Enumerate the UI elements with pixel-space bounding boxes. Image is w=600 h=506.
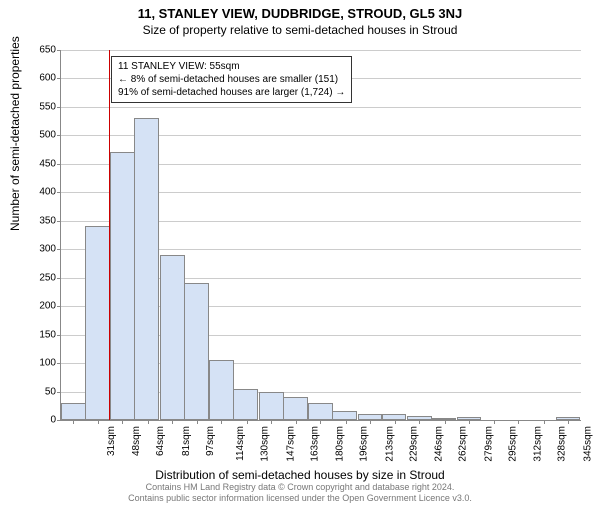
- y-tick-label: 550: [26, 101, 56, 112]
- x-tick-label: 229sqm: [408, 426, 419, 462]
- y-tick: [57, 135, 61, 136]
- y-tick: [57, 78, 61, 79]
- x-tick: [221, 420, 222, 424]
- y-tick-label: 100: [26, 358, 56, 369]
- info-line-2: ← 8% of semi-detached houses are smaller…: [118, 73, 345, 86]
- x-tick-label: 328sqm: [557, 426, 568, 462]
- y-tick: [57, 192, 61, 193]
- x-tick: [296, 420, 297, 424]
- histogram-bar: [209, 360, 234, 420]
- y-tick-label: 250: [26, 272, 56, 283]
- y-tick-label: 400: [26, 187, 56, 198]
- x-tick: [247, 420, 248, 424]
- x-tick: [518, 420, 519, 424]
- x-tick-label: 279sqm: [483, 426, 494, 462]
- x-tick-label: 81sqm: [181, 426, 192, 456]
- histogram-bar: [259, 392, 284, 420]
- gridline: [61, 50, 581, 51]
- y-tick-label: 200: [26, 301, 56, 312]
- y-tick: [57, 306, 61, 307]
- info-line-1: 11 STANLEY VIEW: 55sqm: [118, 60, 345, 73]
- x-tick-label: 295sqm: [507, 426, 518, 462]
- x-tick: [320, 420, 321, 424]
- footer: Contains HM Land Registry data © Crown c…: [0, 482, 600, 504]
- y-tick-label: 500: [26, 130, 56, 141]
- title-main: 11, STANLEY VIEW, DUDBRIDGE, STROUD, GL5…: [0, 6, 600, 21]
- y-tick: [57, 164, 61, 165]
- x-tick-label: 345sqm: [582, 426, 593, 462]
- y-tick-label: 450: [26, 158, 56, 169]
- x-tick-label: 64sqm: [155, 426, 166, 456]
- x-tick-label: 262sqm: [458, 426, 469, 462]
- x-tick-label: 246sqm: [434, 426, 445, 462]
- x-tick-label: 114sqm: [235, 426, 246, 461]
- x-tick-label: 147sqm: [285, 426, 296, 462]
- histogram-bar: [61, 403, 86, 420]
- x-tick-label: 97sqm: [205, 426, 216, 456]
- x-tick: [395, 420, 396, 424]
- x-tick: [544, 420, 545, 424]
- x-tick-label: 163sqm: [309, 426, 320, 462]
- x-tick: [197, 420, 198, 424]
- y-axis-label: Number of semi-detached properties: [8, 36, 22, 231]
- x-tick-label: 312sqm: [533, 426, 544, 462]
- x-tick-label: 180sqm: [335, 426, 346, 462]
- x-tick: [172, 420, 173, 424]
- gridline: [61, 107, 581, 108]
- x-tick: [370, 420, 371, 424]
- info-box: 11 STANLEY VIEW: 55sqm ← 8% of semi-deta…: [111, 56, 352, 103]
- histogram-bar: [283, 397, 308, 420]
- x-tick: [148, 420, 149, 424]
- x-tick: [494, 420, 495, 424]
- x-tick: [445, 420, 446, 424]
- y-tick-label: 0: [26, 415, 56, 426]
- y-tick-label: 600: [26, 73, 56, 84]
- y-tick: [57, 278, 61, 279]
- x-tick: [346, 420, 347, 424]
- x-tick: [469, 420, 470, 424]
- x-tick: [122, 420, 123, 424]
- histogram-bar: [382, 414, 407, 420]
- y-tick: [57, 50, 61, 51]
- x-tick: [98, 420, 99, 424]
- title-sub: Size of property relative to semi-detach…: [0, 23, 600, 37]
- y-tick: [57, 392, 61, 393]
- y-tick: [57, 335, 61, 336]
- y-tick: [57, 420, 61, 421]
- y-tick-label: 150: [26, 329, 56, 340]
- histogram-bar: [308, 403, 333, 420]
- x-tick-label: 48sqm: [131, 426, 142, 456]
- info-line-3: 91% of semi-detached houses are larger (…: [118, 86, 345, 99]
- y-tick: [57, 363, 61, 364]
- histogram-bar: [184, 283, 209, 420]
- histogram-bar: [134, 118, 159, 420]
- y-tick: [57, 221, 61, 222]
- y-tick-label: 650: [26, 45, 56, 56]
- x-tick-label: 31sqm: [106, 426, 117, 456]
- histogram-bar: [110, 152, 135, 420]
- x-tick-label: 196sqm: [359, 426, 370, 462]
- y-tick: [57, 107, 61, 108]
- y-tick-label: 50: [26, 386, 56, 397]
- property-marker-line: [109, 50, 110, 420]
- y-tick-label: 300: [26, 244, 56, 255]
- x-tick: [271, 420, 272, 424]
- histogram-bar: [160, 255, 185, 420]
- x-tick: [419, 420, 420, 424]
- y-tick: [57, 249, 61, 250]
- y-tick-label: 350: [26, 215, 56, 226]
- x-axis-label: Distribution of semi-detached houses by …: [0, 468, 600, 482]
- histogram-bar: [233, 389, 258, 420]
- x-tick: [568, 420, 569, 424]
- histogram-bar: [431, 418, 456, 420]
- footer-line-1: Contains HM Land Registry data © Crown c…: [0, 482, 600, 493]
- histogram-bar: [85, 226, 110, 420]
- chart-area: 0501001502002503003504004505005506006503…: [60, 50, 581, 421]
- x-tick-label: 213sqm: [384, 426, 395, 462]
- x-tick: [73, 420, 74, 424]
- histogram-bar: [332, 411, 357, 420]
- footer-line-2: Contains public sector information licen…: [0, 493, 600, 504]
- x-tick-label: 130sqm: [260, 426, 271, 462]
